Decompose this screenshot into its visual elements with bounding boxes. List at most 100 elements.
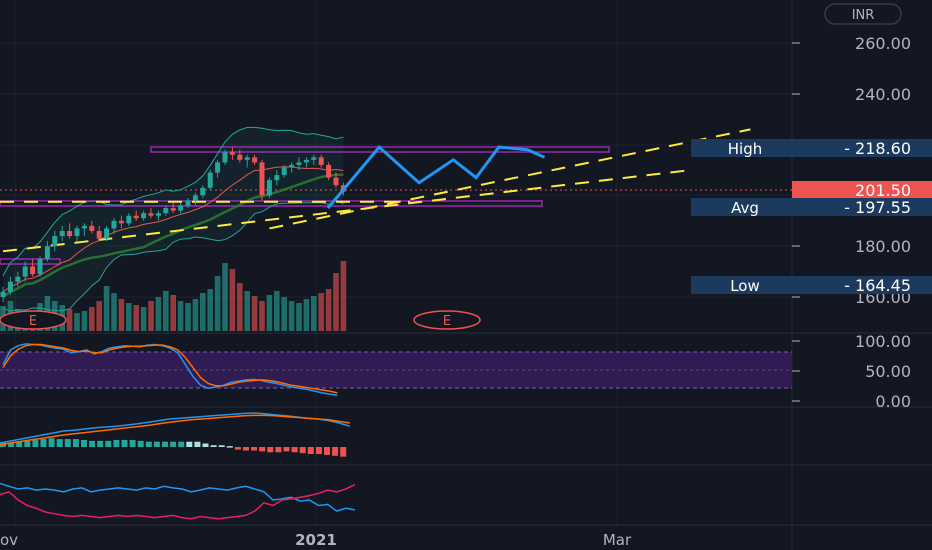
volume-bar — [259, 301, 265, 331]
candle-body[interactable] — [81, 225, 87, 229]
zigzag-line — [326, 144, 546, 210]
candle-body[interactable] — [215, 162, 221, 173]
macd-histogram-bar — [121, 439, 128, 447]
candle-body[interactable] — [163, 208, 169, 214]
candle-body[interactable] — [207, 172, 213, 188]
macd-histogram-bar — [251, 447, 258, 451]
candle-body[interactable] — [67, 230, 73, 237]
candle-body[interactable] — [170, 208, 176, 211]
candle-body[interactable] — [74, 228, 80, 237]
volume-bar — [333, 273, 339, 331]
macd-histogram-bar — [81, 439, 87, 447]
price-tick-label: 260.00 — [855, 34, 911, 53]
candle-body[interactable] — [333, 177, 339, 186]
candle-body[interactable] — [37, 258, 43, 275]
candle-body[interactable] — [118, 220, 124, 224]
candle-body[interactable] — [133, 215, 139, 219]
macd-histogram-bar — [162, 441, 168, 447]
macd-histogram-bar — [324, 447, 330, 455]
volume-bar — [74, 313, 80, 331]
candle-body[interactable] — [59, 230, 65, 237]
candle-body[interactable] — [303, 159, 309, 163]
dmi-plus-line — [0, 482, 356, 512]
candle-body[interactable] — [229, 152, 235, 155]
candle-body[interactable] — [22, 266, 28, 277]
volume-bar — [340, 261, 347, 331]
macd-histogram-bar — [16, 441, 23, 447]
volume-bar — [133, 305, 139, 331]
candlesticks[interactable] — [0, 147, 346, 303]
candle-body[interactable] — [252, 157, 258, 163]
macd-histogram-bar — [56, 439, 63, 447]
candle-body[interactable] — [326, 164, 332, 178]
macd-histogram-bar — [170, 441, 177, 447]
bollinger-basis — [2, 166, 344, 293]
bollinger-upper — [2, 126, 344, 276]
candle-body[interactable] — [244, 157, 250, 160]
candle-body[interactable] — [148, 213, 154, 216]
macd-histogram-bar — [307, 447, 314, 455]
candle-body[interactable] — [222, 152, 228, 163]
level-value: - 218.60 — [844, 139, 911, 158]
candle-body[interactable] — [96, 230, 102, 239]
candle-body[interactable] — [126, 215, 132, 224]
projected-dash-line — [269, 128, 751, 230]
currency-label: INR — [852, 8, 875, 23]
price-tick-label: 180.00 — [855, 237, 911, 256]
level-value-box — [792, 198, 932, 216]
candle-body[interactable] — [178, 205, 184, 211]
projection-path — [326, 144, 546, 210]
volume-bar — [281, 297, 287, 331]
candle-body[interactable] — [237, 154, 243, 160]
candle-body[interactable] — [111, 220, 117, 229]
candle-body[interactable] — [141, 213, 147, 219]
candle-body[interactable] — [311, 157, 317, 160]
macd-histogram-bar — [32, 439, 39, 447]
volume-bar — [155, 297, 162, 331]
macd-histogram-bar — [275, 447, 282, 453]
candle-body[interactable] — [0, 291, 6, 297]
earnings-marker[interactable] — [0, 310, 67, 330]
candle-body[interactable] — [192, 195, 198, 201]
candle-body[interactable] — [44, 246, 50, 259]
osc-tick-label: 50.00 — [865, 362, 911, 381]
candle-body[interactable] — [185, 200, 191, 206]
candle-body[interactable] — [274, 175, 280, 181]
macd-histogram-bar — [259, 447, 266, 452]
macd-histogram-bar — [97, 440, 104, 447]
candle-body[interactable] — [52, 236, 58, 247]
earnings-marker-label: E — [29, 314, 37, 329]
macd-histogram-bar — [332, 447, 339, 456]
candle-body[interactable] — [7, 281, 13, 292]
stochastic-band — [0, 351, 792, 389]
earnings-marker[interactable] — [413, 310, 481, 330]
candle-body[interactable] — [104, 228, 110, 239]
macd-histogram-bar — [291, 447, 298, 453]
macd-histogram-bar — [194, 441, 201, 447]
macd-histogram-bar — [299, 447, 306, 454]
candle-body[interactable] — [155, 213, 161, 216]
volume-bar — [140, 307, 147, 331]
dmi-minus-line — [0, 483, 356, 520]
candle-body[interactable] — [318, 157, 324, 165]
time-axis[interactable]: ov 2021 Mar — [0, 531, 632, 549]
candle-body[interactable] — [281, 167, 287, 176]
level-value: - 164.45 — [844, 276, 911, 295]
candle-body[interactable] — [89, 225, 95, 231]
candle-body[interactable] — [200, 187, 206, 196]
candle-body[interactable] — [266, 180, 272, 196]
candle-body[interactable] — [296, 162, 302, 165]
volume-bar — [148, 301, 154, 331]
candle-body[interactable] — [259, 162, 265, 196]
volume-bar — [89, 307, 95, 331]
candle-body[interactable] — [15, 276, 21, 282]
level-tag: High - 218.60 — [691, 139, 932, 158]
level-value: 201.50 — [855, 181, 911, 200]
macd-histogram-bar — [145, 441, 152, 447]
candle-body[interactable] — [30, 266, 36, 275]
candle-body[interactable] — [289, 164, 295, 168]
currency-badge[interactable]: INR — [824, 3, 902, 25]
